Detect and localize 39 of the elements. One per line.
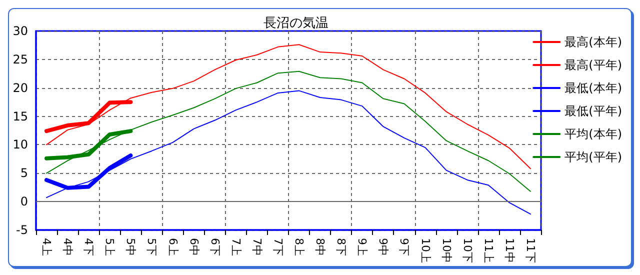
y-tick-label: 5	[20, 166, 28, 180]
x-tick-label: 10中	[440, 238, 453, 264]
x-tick-label: 10下	[460, 238, 474, 264]
y-tick-label: 25	[12, 52, 28, 66]
legend-label: 最高(本年)	[564, 35, 622, 49]
legend-label: 平均(平年)	[564, 150, 622, 164]
y-tick-label: 30	[12, 24, 28, 38]
x-tick-label: 11下	[524, 238, 537, 264]
x-tick-label: 9上	[356, 238, 369, 256]
x-tick-label: 7中	[250, 238, 264, 256]
x-tick-label: 6下	[208, 238, 222, 256]
x-tick-label: 9中	[376, 238, 390, 256]
x-tick-label: 9下	[398, 238, 411, 256]
x-tick-label: 8下	[334, 238, 348, 256]
y-tick-label: 0	[20, 194, 28, 209]
y-tick-label: -5	[16, 223, 28, 238]
x-tick-label: 4下	[82, 238, 96, 256]
y-tick-label: 15	[12, 109, 28, 124]
x-tick-label: 11中	[502, 238, 516, 264]
x-tick-label: 5中	[124, 238, 138, 256]
legend-label: 最低(平年)	[564, 104, 622, 118]
x-tick-label: 8中	[314, 238, 327, 256]
x-tick-label: 11上	[482, 238, 495, 264]
x-tick-label: 6中	[187, 238, 200, 256]
x-tick-label: 6上	[166, 238, 180, 256]
chart-title: 長沼の気温	[264, 16, 328, 31]
y-tick-label: 10	[12, 138, 28, 152]
x-tick-label: 5上	[103, 238, 116, 256]
x-tick-label: 5下	[145, 238, 158, 256]
legend-label: 最低(本年)	[564, 81, 622, 95]
x-tick-label: 10上	[418, 238, 432, 264]
y-tick-label: 20	[12, 80, 28, 95]
legend-label: 平均(本年)	[564, 127, 622, 141]
x-tick-label: 8上	[292, 238, 306, 256]
legend-label: 最高(平年)	[564, 58, 622, 72]
x-tick-label: 7下	[271, 238, 284, 256]
x-tick-label: 7上	[229, 238, 242, 256]
x-tick-label: 4上	[40, 238, 54, 256]
x-tick-label: 4中	[61, 238, 74, 256]
